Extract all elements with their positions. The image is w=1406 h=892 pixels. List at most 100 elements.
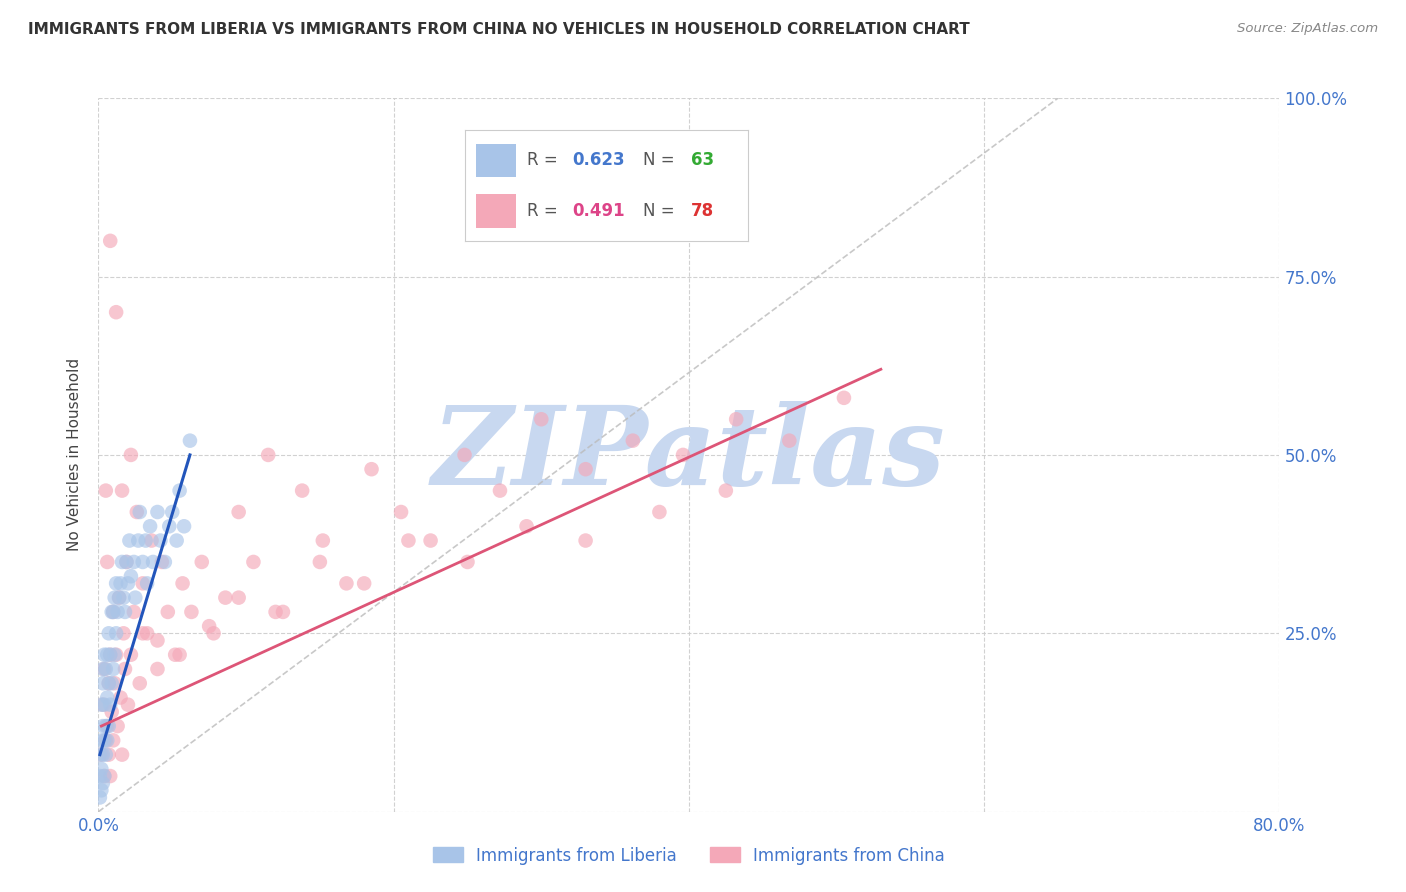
Point: [574, 462, 596, 476]
Point: [360, 462, 382, 476]
Point: [94, 747, 117, 762]
Point: [146, 662, 169, 676]
Point: [91, 747, 114, 762]
Point: [142, 555, 165, 569]
Point: [93, 733, 115, 747]
Point: [132, 626, 155, 640]
Point: [97, 719, 120, 733]
Point: [453, 448, 475, 462]
Point: [90, 733, 112, 747]
Point: [136, 576, 159, 591]
Point: [127, 533, 149, 548]
Point: [202, 626, 225, 640]
Point: [335, 576, 357, 591]
Point: [89, 747, 111, 762]
Point: [98, 769, 121, 783]
Point: [96, 555, 118, 569]
Point: [97, 747, 120, 762]
Point: [93, 648, 115, 662]
Point: [179, 434, 201, 448]
Point: [104, 648, 127, 662]
Point: [389, 505, 412, 519]
Point: [94, 483, 117, 498]
Point: [103, 733, 125, 747]
Point: [89, 769, 111, 783]
Point: [91, 719, 114, 733]
Point: [100, 605, 122, 619]
Point: [120, 648, 142, 662]
Point: [146, 633, 169, 648]
Point: [97, 626, 120, 640]
Point: [94, 719, 117, 733]
Point: [108, 591, 131, 605]
Point: [105, 648, 128, 662]
Point: [242, 555, 264, 569]
Point: [105, 626, 128, 640]
Point: [111, 483, 134, 498]
Point: [111, 555, 134, 569]
Point: [489, 483, 512, 498]
Point: [103, 605, 125, 619]
Point: [94, 733, 117, 747]
Point: [103, 605, 125, 619]
Text: ZIPatlas: ZIPatlas: [432, 401, 946, 508]
Point: [135, 533, 157, 548]
Point: [98, 698, 121, 712]
Point: [139, 519, 162, 533]
Text: IMMIGRANTS FROM LIBERIA VS IMMIGRANTS FROM CHINA NO VEHICLES IN HOUSEHOLD CORREL: IMMIGRANTS FROM LIBERIA VS IMMIGRANTS FR…: [28, 22, 970, 37]
Point: [778, 434, 800, 448]
Point: [104, 676, 127, 690]
Point: [98, 234, 121, 248]
Point: [94, 662, 117, 676]
Point: [146, 505, 169, 519]
Point: [353, 576, 375, 591]
Point: [100, 676, 122, 690]
Point: [117, 698, 139, 712]
Point: [90, 762, 112, 776]
Point: [115, 555, 138, 569]
Point: [309, 555, 332, 569]
Point: [105, 576, 128, 591]
Legend: Immigrants from Liberia, Immigrants from China: Immigrants from Liberia, Immigrants from…: [426, 840, 952, 871]
Point: [111, 747, 134, 762]
Point: [257, 448, 280, 462]
Point: [98, 648, 121, 662]
Point: [96, 690, 118, 705]
Point: [157, 519, 180, 533]
Point: [621, 434, 644, 448]
Point: [166, 533, 188, 548]
Point: [191, 555, 214, 569]
Point: [312, 533, 335, 548]
Point: [132, 576, 155, 591]
Text: Source: ZipAtlas.com: Source: ZipAtlas.com: [1237, 22, 1378, 36]
Point: [149, 533, 172, 548]
Point: [100, 705, 122, 719]
Point: [128, 505, 150, 519]
Point: [132, 555, 155, 569]
Point: [150, 555, 173, 569]
Point: [103, 662, 125, 676]
Point: [120, 448, 142, 462]
Point: [714, 483, 737, 498]
Point: [120, 569, 142, 583]
Point: [122, 555, 145, 569]
Point: [173, 519, 195, 533]
Point: [98, 648, 121, 662]
Point: [91, 662, 114, 676]
Point: [672, 448, 695, 462]
Point: [97, 676, 120, 690]
Point: [271, 605, 294, 619]
Point: [648, 505, 671, 519]
Point: [264, 605, 287, 619]
Point: [180, 605, 202, 619]
Point: [91, 698, 114, 712]
Point: [90, 747, 112, 762]
Point: [91, 676, 114, 690]
Point: [291, 483, 314, 498]
Point: [198, 619, 221, 633]
Point: [574, 533, 596, 548]
Point: [104, 591, 127, 605]
Point: [108, 591, 131, 605]
Point: [93, 698, 115, 712]
Point: [96, 648, 118, 662]
